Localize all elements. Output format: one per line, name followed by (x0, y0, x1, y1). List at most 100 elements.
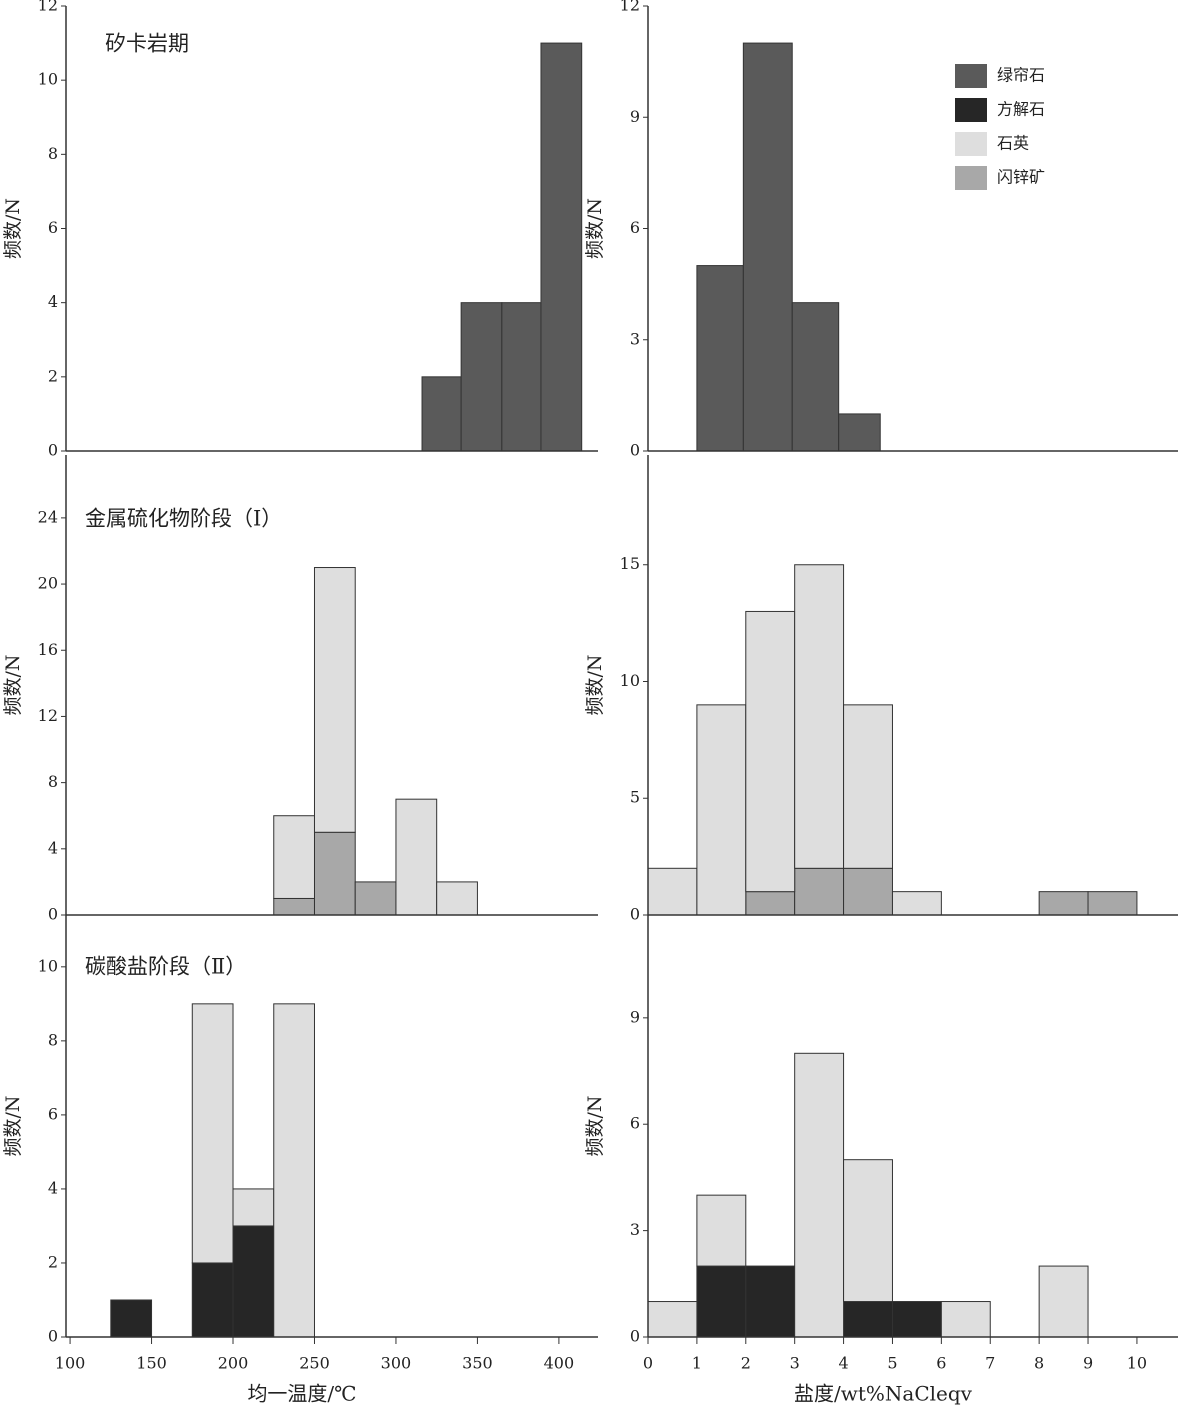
bar (232, 1225, 275, 1338)
x-tick-label: 400 (544, 1354, 575, 1373)
y-tick-label: 6 (48, 1104, 58, 1123)
y-tick-label: 0 (630, 441, 640, 460)
x-tick-label: 6 (936, 1354, 946, 1373)
y-tick-label: 16 (38, 640, 58, 659)
x-axis-label: 均一温度/℃ (247, 1382, 356, 1406)
legend-swatch (955, 98, 987, 122)
y-tick-label: 0 (48, 1327, 58, 1346)
x-tick-label: 7 (985, 1354, 995, 1373)
x-tick-label: 10 (1127, 1354, 1147, 1373)
x-tick-label: 0 (643, 1354, 653, 1373)
bar (232, 1188, 275, 1227)
y-tick-label: 0 (630, 905, 640, 924)
bar (891, 1301, 942, 1338)
legend-label: 方解石 (997, 100, 1045, 119)
x-tick-label: 8 (1034, 1354, 1044, 1373)
bar (436, 881, 478, 916)
y-tick-label: 8 (48, 144, 58, 163)
y-axis-label: 频数/N (2, 198, 24, 259)
bar (313, 567, 356, 833)
legend-swatch (955, 64, 987, 88)
bar (891, 891, 942, 916)
y-tick-label: 12 (620, 0, 640, 15)
bar (354, 881, 397, 916)
y-tick-label: 12 (38, 706, 58, 725)
bar (1038, 1265, 1089, 1338)
x-tick-label: 4 (838, 1354, 848, 1373)
bar (843, 867, 893, 916)
bar (647, 867, 698, 916)
bar (794, 1052, 845, 1338)
x-tick-label: 1 (692, 1354, 702, 1373)
bar (540, 42, 583, 452)
bar (696, 265, 744, 452)
y-tick-label: 2 (48, 366, 58, 385)
legend-label: 闪锌矿 (997, 168, 1045, 187)
x-tick-label: 250 (299, 1354, 330, 1373)
y-tick-label: 3 (630, 1220, 640, 1239)
panel-title: 碳酸盐阶段（Ⅱ） (85, 955, 246, 979)
y-tick-label: 9 (630, 107, 640, 126)
legend-label: 石英 (997, 134, 1029, 153)
bar (794, 564, 845, 869)
bar (843, 704, 893, 869)
y-tick-label: 10 (620, 671, 640, 690)
y-tick-label: 4 (48, 1178, 58, 1197)
bar (191, 1262, 234, 1338)
bar (647, 1301, 698, 1338)
bar (745, 1265, 796, 1338)
y-tick-label: 5 (630, 788, 640, 807)
bar (273, 1003, 315, 1338)
x-tick-label: 150 (136, 1354, 167, 1373)
y-tick-label: 0 (48, 905, 58, 924)
x-axis-label: 盐度/wt%NaCleqv (794, 1382, 973, 1406)
bar (273, 897, 315, 916)
bar (843, 1159, 893, 1303)
y-tick-label: 6 (48, 218, 58, 237)
y-tick-label: 6 (630, 218, 640, 237)
bar (421, 376, 462, 452)
y-axis-label: 频数/N (584, 654, 606, 715)
x-tick-label: 100 (55, 1354, 86, 1373)
y-tick-label: 9 (630, 1007, 640, 1026)
bar (1038, 891, 1089, 916)
x-tick-label: 5 (887, 1354, 897, 1373)
y-tick-label: 0 (630, 1327, 640, 1346)
x-tick-label: 9 (1083, 1354, 1093, 1373)
y-tick-label: 2 (48, 1252, 58, 1271)
y-tick-label: 6 (630, 1114, 640, 1133)
bar (395, 798, 438, 916)
bar (742, 42, 793, 452)
y-tick-label: 4 (48, 838, 58, 857)
y-tick-label: 12 (38, 0, 58, 15)
y-tick-label: 8 (48, 772, 58, 791)
x-tick-label: 300 (381, 1354, 412, 1373)
panel-title: 金属硫化物阶段（Ⅰ） (85, 507, 282, 531)
x-tick-label: 200 (218, 1354, 249, 1373)
y-axis-label: 频数/N (584, 198, 606, 259)
bar (843, 1301, 893, 1338)
y-axis-label: 频数/N (2, 654, 24, 715)
bar (791, 302, 840, 452)
bar (696, 704, 747, 916)
y-tick-label: 10 (38, 956, 58, 975)
y-tick-label: 4 (48, 292, 58, 311)
bar (191, 1003, 234, 1264)
x-tick-label: 350 (462, 1354, 493, 1373)
bar (838, 413, 881, 452)
bar (745, 891, 796, 916)
x-tick-label: 2 (741, 1354, 751, 1373)
y-axis-label: 频数/N (584, 1095, 606, 1156)
panel-title: 矽卡岩期 (105, 32, 189, 56)
bar (745, 610, 796, 893)
x-tick-label: 3 (790, 1354, 800, 1373)
y-tick-label: 0 (48, 441, 58, 460)
bar (313, 831, 356, 916)
y-axis-label: 频数/N (2, 1095, 24, 1156)
legend-label: 绿帘石 (997, 66, 1045, 85)
y-tick-label: 24 (38, 507, 58, 526)
bar (460, 302, 503, 452)
bar (501, 302, 542, 452)
bar (110, 1299, 153, 1338)
